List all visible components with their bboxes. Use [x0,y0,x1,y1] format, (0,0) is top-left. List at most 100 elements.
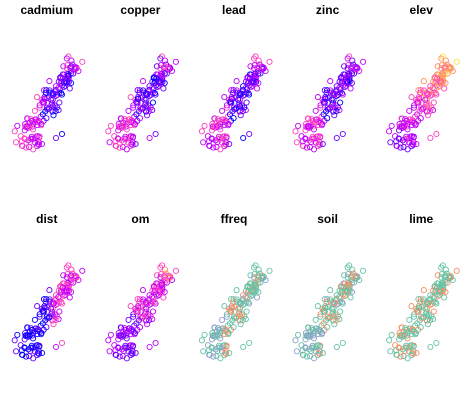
data-point [339,130,346,138]
data-point [134,304,141,312]
data-point [132,349,139,357]
data-point [415,303,422,310]
data-point [227,99,234,106]
data-point [46,287,53,294]
data-point [323,298,330,305]
data-point [231,106,238,113]
data-point [304,115,312,122]
data-point [228,94,235,101]
data-point [416,317,423,324]
data-point [266,267,273,274]
data-point [127,94,134,101]
data-point [44,304,51,311]
panel-title: soil [317,212,338,226]
data-point [404,355,411,362]
data-point [65,285,72,293]
data-point [125,107,132,114]
data-point [248,83,255,90]
data-point [211,115,218,122]
data-point [435,292,442,299]
data-point [107,331,114,338]
data-point [322,303,329,310]
data-point [243,99,250,106]
data-point [319,349,326,357]
data-point [420,78,427,85]
data-point [347,294,354,301]
data-point [216,117,223,124]
data-point [329,308,337,315]
data-point [393,142,400,150]
data-point [123,355,130,362]
data-point [152,339,159,347]
data-point [316,343,324,350]
data-point [415,304,422,312]
data-point [424,312,431,319]
data-point [117,324,124,331]
data-point [160,85,167,92]
data-point [322,304,329,312]
data-point [42,317,49,324]
data-point [312,316,319,323]
data-point [56,308,63,315]
data-point [211,332,218,339]
data-point [304,324,312,331]
data-point [127,331,135,338]
data-point [24,332,31,339]
data-point [49,99,56,106]
data-point [410,313,418,320]
data-point [246,75,254,82]
data-point [231,95,238,102]
data-point [113,142,120,150]
data-point [105,337,112,344]
data-point [236,99,243,106]
data-point [130,313,137,320]
data-point [338,299,346,306]
data-point [330,103,337,110]
data-point [151,299,158,306]
data-point [43,324,50,331]
data-point [117,115,124,122]
data-point [434,284,441,291]
panel-om: om [105,212,179,362]
data-point [139,78,147,85]
data-point [41,304,48,312]
data-point [61,288,68,295]
data-point [66,85,73,92]
data-point [49,103,56,110]
data-point [229,317,236,324]
data-point [242,84,249,92]
data-point [324,324,331,331]
data-point [152,130,159,138]
data-point [160,294,167,301]
data-point [113,351,120,359]
data-point [346,72,353,79]
data-point [327,78,334,85]
data-point [30,355,37,362]
data-point [398,123,405,130]
data-point [38,140,46,148]
data-point [123,146,130,153]
data-point [331,300,338,307]
data-point [31,316,38,323]
data-point [68,272,75,279]
data-point [228,95,235,103]
data-point [50,300,57,307]
data-point [252,72,259,79]
data-point [201,331,208,338]
data-point [133,99,140,106]
data-point [410,343,417,350]
data-point [136,115,144,122]
data-point [315,331,322,338]
data-point [127,352,134,359]
data-point [248,292,255,299]
data-point [336,84,343,92]
data-point [132,140,139,148]
data-point [217,355,224,362]
data-point [68,63,75,70]
data-point [143,103,150,110]
data-point [253,85,261,92]
data-point [127,143,134,150]
data-point [336,293,343,301]
data-point [34,303,41,310]
data-point [168,276,176,284]
